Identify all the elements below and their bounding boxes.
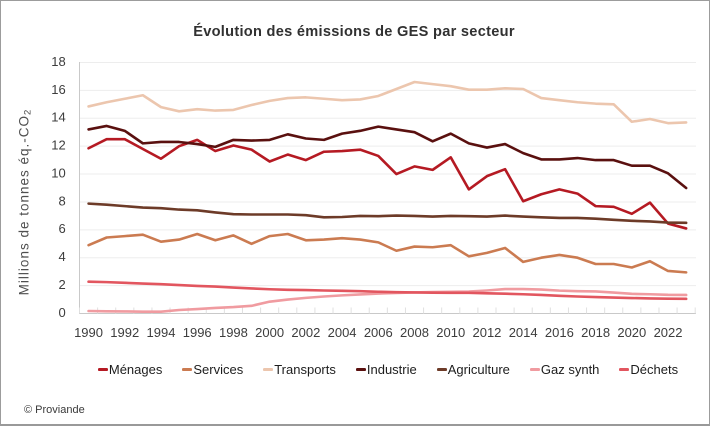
svg-text:1990: 1990 bbox=[74, 325, 103, 340]
svg-text:2020: 2020 bbox=[617, 325, 646, 340]
svg-text:1992: 1992 bbox=[110, 325, 139, 340]
svg-text:2018: 2018 bbox=[581, 325, 610, 340]
svg-text:1994: 1994 bbox=[147, 325, 176, 340]
svg-text:0: 0 bbox=[58, 305, 65, 320]
svg-text:2004: 2004 bbox=[328, 325, 357, 340]
svg-text:Millions de tonnes éq.-CO2: Millions de tonnes éq.-CO2 bbox=[17, 109, 34, 296]
svg-text:2022: 2022 bbox=[654, 325, 683, 340]
svg-text:8: 8 bbox=[58, 193, 65, 208]
svg-text:2016: 2016 bbox=[545, 325, 574, 340]
svg-text:2006: 2006 bbox=[364, 325, 393, 340]
svg-text:4: 4 bbox=[58, 249, 65, 264]
svg-text:2000: 2000 bbox=[255, 325, 284, 340]
svg-text:2: 2 bbox=[58, 277, 65, 292]
svg-text:12: 12 bbox=[51, 138, 65, 153]
svg-text:14: 14 bbox=[51, 110, 65, 125]
svg-text:18: 18 bbox=[51, 54, 65, 69]
svg-text:1996: 1996 bbox=[183, 325, 212, 340]
svg-text:16: 16 bbox=[51, 82, 65, 97]
svg-text:2010: 2010 bbox=[436, 325, 465, 340]
svg-text:10: 10 bbox=[51, 165, 65, 180]
svg-text:2012: 2012 bbox=[472, 325, 501, 340]
svg-text:2014: 2014 bbox=[509, 325, 538, 340]
svg-text:2002: 2002 bbox=[291, 325, 320, 340]
svg-text:2008: 2008 bbox=[400, 325, 429, 340]
svg-text:1998: 1998 bbox=[219, 325, 248, 340]
svg-text:6: 6 bbox=[58, 221, 65, 236]
